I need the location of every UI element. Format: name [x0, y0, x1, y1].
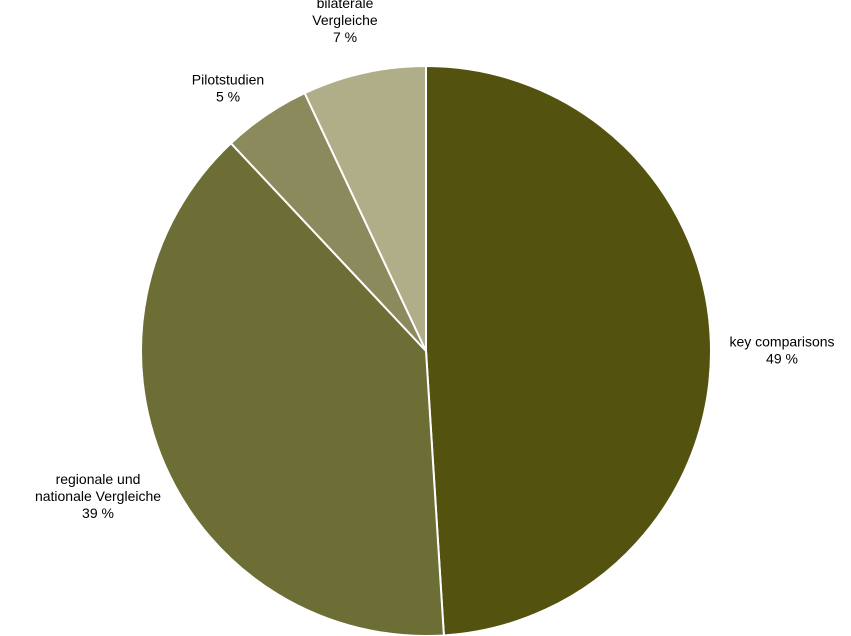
- slice-label-line: regionale und: [56, 471, 141, 487]
- slice-label-line: bilaterale: [317, 0, 374, 11]
- pie-slice-bilaterale: [303, 65, 427, 352]
- slice-label-line: 5 %: [216, 89, 240, 105]
- slice-label-bilaterale: bilaterale Vergleiche 7 %: [312, 0, 378, 45]
- slice-label-line: key comparisons: [729, 334, 834, 350]
- slice-label-regionale-und: regionale und nationale Vergleiche 39 %: [35, 471, 161, 521]
- slice-label-line: 39 %: [82, 505, 114, 521]
- pie-slice-regionale-und: [140, 142, 445, 636]
- slice-label-key-comparisons: key comparisons 49 %: [729, 334, 834, 367]
- slice-label-line: nationale Vergleiche: [35, 488, 161, 504]
- pie-slice-key-comparisons: [425, 65, 712, 636]
- slice-label-line: 7 %: [333, 29, 357, 45]
- slice-label-line: Pilotstudien: [192, 72, 264, 88]
- slice-label-line: 49 %: [766, 351, 798, 367]
- slice-label-pilotstudien: Pilotstudien 5 %: [192, 72, 264, 105]
- slice-label-line: Vergleiche: [312, 12, 378, 28]
